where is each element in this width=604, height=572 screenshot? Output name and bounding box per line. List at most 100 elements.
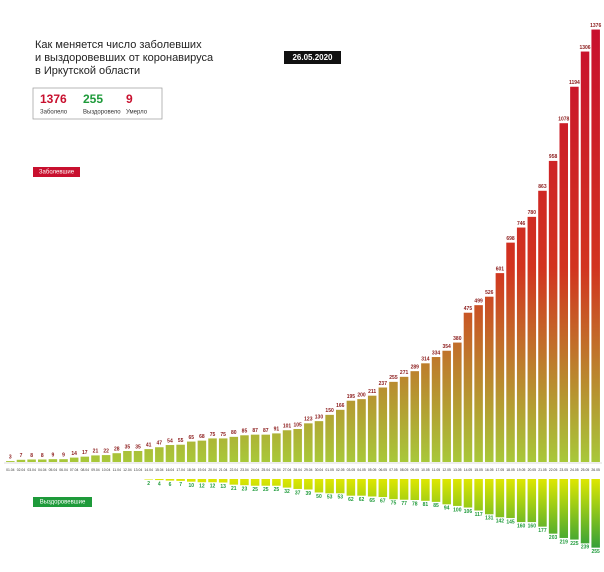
bar xyxy=(80,456,90,462)
value-label: 85 xyxy=(242,429,248,435)
x-tick-label: 08.04 xyxy=(81,468,90,472)
value-label: 255 xyxy=(389,375,398,381)
value-label: 81 xyxy=(423,502,429,508)
value-label: 195 xyxy=(347,394,356,400)
bar xyxy=(516,227,526,462)
legend-box xyxy=(33,167,80,177)
value-label: 37 xyxy=(295,490,301,496)
bar xyxy=(506,479,515,519)
bar xyxy=(346,400,356,462)
x-tick-label: 16.05 xyxy=(485,468,494,472)
x-tick-label: 01.05 xyxy=(325,468,334,472)
value-label: 39 xyxy=(306,491,312,497)
value-label: 13 xyxy=(220,484,226,490)
value-label: 1306 xyxy=(579,45,590,51)
value-label: 68 xyxy=(199,434,205,440)
x-tick-label: 09.04 xyxy=(91,468,100,472)
value-label: 80 xyxy=(231,430,237,436)
bar xyxy=(378,479,388,498)
value-label: 105 xyxy=(294,422,303,428)
bar xyxy=(538,190,547,462)
value-label: 65 xyxy=(188,435,194,441)
value-label: 255 xyxy=(592,549,601,555)
x-tick-label: 17.04 xyxy=(176,468,185,472)
bar xyxy=(570,86,579,462)
bar xyxy=(325,414,334,462)
x-tick-label: 04.04 xyxy=(38,468,47,472)
bar xyxy=(474,305,483,462)
bar xyxy=(410,371,420,462)
x-tick-label: 20.05 xyxy=(528,468,537,472)
bar xyxy=(527,216,537,462)
x-tick-label: 08.05 xyxy=(400,468,409,472)
value-label: 28 xyxy=(114,447,120,453)
x-tick-label: 13.05 xyxy=(453,468,462,472)
value-label: 289 xyxy=(411,364,420,370)
x-tick-label: 14.05 xyxy=(464,468,473,472)
summary-value: 9 xyxy=(126,92,133,106)
bar xyxy=(325,479,334,494)
x-tick-label: 03.04 xyxy=(27,468,36,472)
value-label: 9 xyxy=(62,452,65,458)
value-label: 177 xyxy=(538,528,547,534)
bar xyxy=(580,479,590,544)
x-tick-label: 24.05 xyxy=(570,468,579,472)
bar xyxy=(442,479,451,505)
bar xyxy=(37,459,47,462)
summary-value: 255 xyxy=(83,92,103,106)
bar xyxy=(506,242,515,462)
value-label: 142 xyxy=(496,519,505,525)
bar xyxy=(410,479,420,500)
bar xyxy=(453,479,462,506)
x-tick-label: 22.05 xyxy=(549,468,558,472)
value-label: 499 xyxy=(474,298,483,304)
x-tick-label: 07.04 xyxy=(70,468,79,472)
value-label: 87 xyxy=(263,428,269,434)
value-label: 475 xyxy=(464,306,473,312)
value-label: 8 xyxy=(30,453,33,459)
bar xyxy=(144,449,153,462)
title-line: Как меняется число заболевших xyxy=(35,39,202,51)
value-label: 314 xyxy=(421,357,430,363)
bar xyxy=(559,479,569,538)
bar xyxy=(186,479,196,482)
value-label: 100 xyxy=(453,507,462,513)
x-tick-label: 11.04 xyxy=(113,468,121,472)
x-tick-label: 19.05 xyxy=(517,468,526,472)
bar xyxy=(304,423,313,462)
x-tick-label: 16.04 xyxy=(166,468,175,472)
bar xyxy=(399,479,409,500)
bar xyxy=(367,395,377,462)
bar xyxy=(421,479,430,501)
value-label: 130 xyxy=(315,414,324,420)
x-tick-label: 15.05 xyxy=(474,468,483,472)
bar xyxy=(378,387,388,462)
bar xyxy=(357,399,366,462)
value-label: 32 xyxy=(284,489,290,495)
bar xyxy=(165,445,175,462)
value-label: 41 xyxy=(146,442,152,448)
bar xyxy=(580,51,590,463)
x-tick-label: 07.05 xyxy=(389,468,398,472)
value-label: 101 xyxy=(283,424,292,430)
value-label: 354 xyxy=(443,344,452,350)
x-tick-label: 09.05 xyxy=(411,468,420,472)
value-label: 2 xyxy=(147,481,150,487)
value-label: 166 xyxy=(336,403,345,409)
bar xyxy=(346,479,356,496)
value-label: 23 xyxy=(242,487,248,493)
title: Как меняется число заболевших и выздоров… xyxy=(35,39,214,77)
bar xyxy=(367,479,377,497)
value-label: 87 xyxy=(252,428,258,434)
value-label: 1376 xyxy=(590,23,601,29)
value-label: 75 xyxy=(220,432,226,438)
bar xyxy=(538,479,547,527)
value-label: 21 xyxy=(93,449,99,455)
value-label: 62 xyxy=(348,497,354,503)
date-box xyxy=(284,51,341,64)
bar xyxy=(495,479,505,518)
value-label: 17 xyxy=(82,450,88,456)
bar xyxy=(165,479,175,481)
value-label: 4 xyxy=(158,481,161,487)
